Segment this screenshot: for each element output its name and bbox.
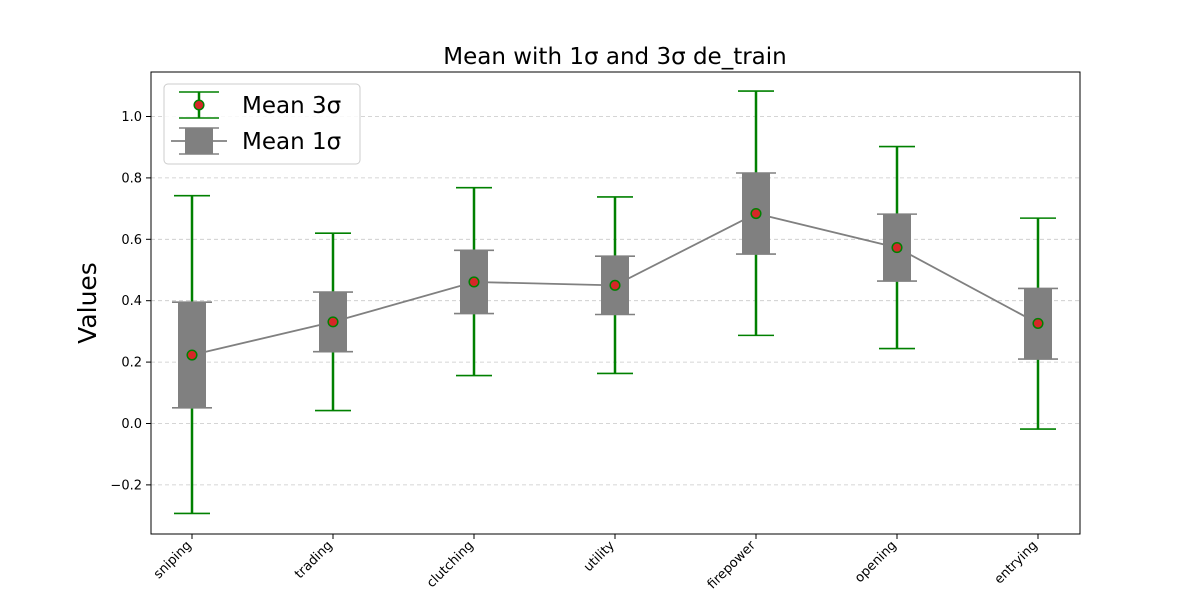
y-tick-label: 0.0: [121, 417, 142, 432]
legend-mean-marker: [193, 99, 205, 111]
y-tick-label: 0.2: [121, 356, 142, 371]
legend-label-sigma3: Mean 3σ: [242, 93, 341, 119]
mean-point: [186, 349, 198, 361]
y-axis-label: Values: [73, 262, 102, 344]
mean-point: [1032, 317, 1044, 329]
y-tick-label: −0.2: [110, 478, 142, 493]
mean-point: [891, 242, 903, 254]
x-tick-label: clutching: [424, 538, 477, 591]
legend-label-sigma1: Mean 1σ: [242, 129, 341, 155]
y-tick-label: 0.4: [121, 294, 142, 309]
x-tick-label: trading: [292, 538, 336, 582]
mean-point: [468, 276, 480, 288]
mean-point: [327, 316, 339, 328]
mean-point: [750, 207, 762, 220]
mean-point: [609, 279, 621, 291]
legend: Mean 3σ Mean 1σ: [163, 83, 361, 165]
series-layer: [172, 90, 1058, 515]
y-tick-label: 0.8: [121, 171, 142, 186]
legend-sigma1-bar: [185, 128, 213, 154]
y-tick-label: 0.6: [121, 233, 142, 248]
axis-layer: −0.2 0.0 0.2 0.4 0.6 0.8 1.0 sniping trading clut…: [110, 110, 1040, 592]
x-tick-label: sniping: [151, 538, 195, 582]
y-tick-label: 1.0: [121, 110, 142, 125]
x-tick-label: opening: [852, 538, 900, 586]
x-tick-label: firepower: [705, 538, 760, 593]
x-tick-label: entrying: [992, 538, 1041, 587]
chart-title: Mean with 1σ and 3σ de_train: [443, 44, 787, 70]
x-tick-label: utility: [581, 538, 618, 575]
